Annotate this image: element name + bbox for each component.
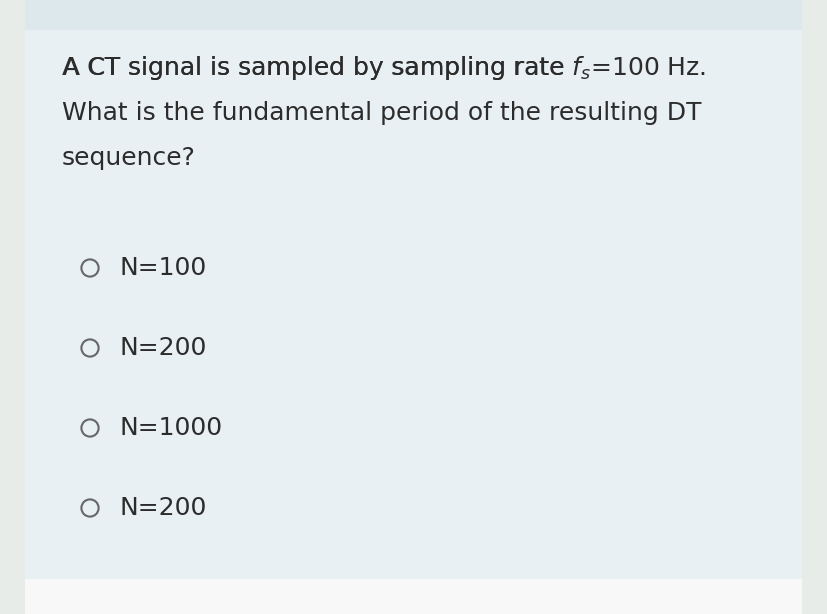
Bar (25, 579, 802, 614)
Text: What is the fundamental period of the resulting DT: What is the fundamental period of the re… (62, 101, 701, 125)
Text: A CT signal is sampled by sampling rate: A CT signal is sampled by sampling rate (62, 56, 573, 80)
Text: N=1000: N=1000 (120, 416, 223, 440)
Bar (25, 0, 802, 30)
Text: sequence?: sequence? (62, 146, 196, 170)
Text: N=200: N=200 (120, 336, 208, 360)
Text: N=200: N=200 (120, 496, 208, 520)
Bar (25, 30, 802, 579)
Text: N=100: N=100 (120, 256, 208, 280)
Text: A CT signal is sampled by sampling rate $f_s$=100 Hz.: A CT signal is sampled by sampling rate … (62, 54, 706, 82)
